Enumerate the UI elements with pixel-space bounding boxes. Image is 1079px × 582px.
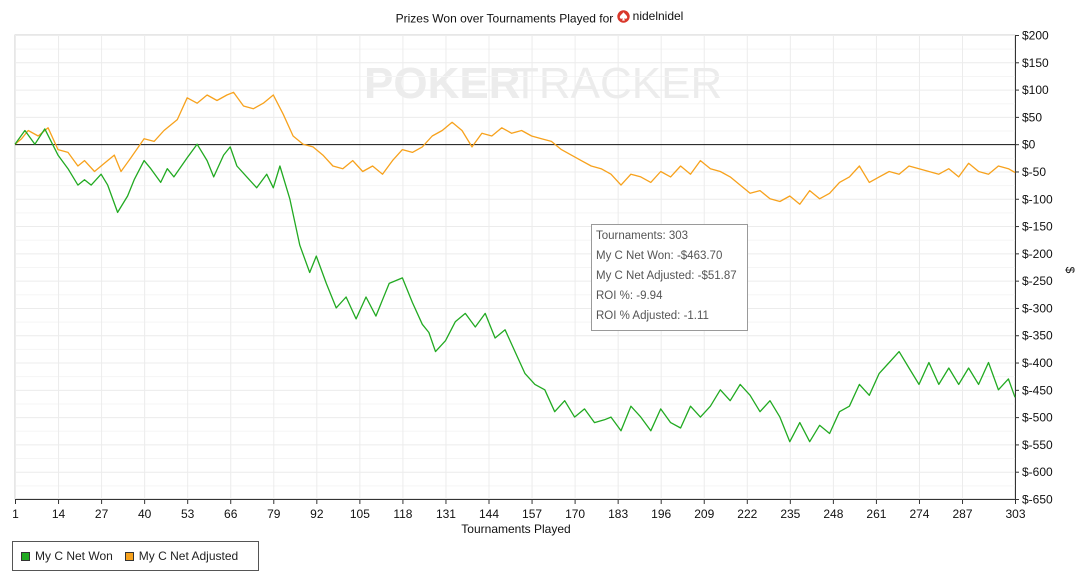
x-tick-label: 196 [651,507,671,521]
x-tick-label: 274 [909,507,929,521]
player-label[interactable]: nidelnidel [616,9,684,23]
x-tick-label: 183 [608,507,628,521]
x-tick-label: 27 [95,507,109,521]
y-tick-label: $-50 [1022,165,1046,179]
watermark-right-text: TRACKER [512,59,722,108]
x-tick-label: 79 [267,507,281,521]
x-tick-label: 222 [737,507,757,521]
tooltip-net-won: My C Net Won: -$463.70 [596,250,723,262]
y-tick-label: $-600 [1022,465,1053,479]
legend-label-net-won: My C Net Won [35,549,113,563]
chart-labels: Tournaments Played $ [461,267,1077,536]
chart-grid [14,34,1016,500]
tooltip-tournaments: Tournaments: 303 [596,230,689,242]
y-tick-label: $150 [1022,56,1049,70]
y-tick-label: $-650 [1022,493,1053,507]
y-tick-label: $-200 [1022,247,1053,261]
pokertracker-watermark: POKER TRACKER [364,59,722,108]
series-line-net-won [14,128,1016,443]
x-tick-label: 105 [350,507,370,521]
x-tick-label: 66 [224,507,238,521]
y-axis-title: $ [1063,267,1077,274]
x-tick-label: 261 [866,507,886,521]
chart-title: Prizes Won over Tournaments Played for n… [0,9,1079,26]
y-tick-label: $-150 [1022,220,1053,234]
x-tick-label: 14 [52,507,66,521]
chart-title-text: Prizes Won over Tournaments Played for [395,11,614,26]
x-axis-title: Tournaments Played [461,522,570,536]
x-tick-label: 92 [310,507,324,521]
legend-item-net-adjusted[interactable]: My C Net Adjusted [124,549,239,563]
x-tick-label: 131 [436,507,456,521]
y-tick-label: $-300 [1022,301,1053,315]
legend-item-net-won[interactable]: My C Net Won [21,549,113,563]
legend-label-net-adjusted: My C Net Adjusted [138,549,239,563]
chart-series [14,91,1016,443]
x-tick-label: 235 [780,507,800,521]
spade-icon [616,9,630,23]
y-tick-label: $-100 [1022,192,1053,206]
x-tick-label: 170 [565,507,585,521]
x-tick-label: 157 [522,507,542,521]
y-tick-label: $-350 [1022,329,1053,343]
y-tick-label: $-450 [1022,383,1053,397]
legend-swatch-net-adjusted [124,551,134,561]
watermark-left-text: POKER [364,59,520,108]
x-tick-label: 209 [694,507,714,521]
chart-legend: My C Net Won My C Net Adjusted [12,541,259,571]
y-tick-label: $-250 [1022,274,1053,288]
tooltip-roi-adjusted: ROI % Adjusted: -1.11 [596,310,709,322]
y-tick-label: $-500 [1022,411,1053,425]
player-name: nidelnidel [632,9,684,23]
y-tick-label: $100 [1022,83,1049,97]
series-line-net-adjusted [14,91,1016,205]
tooltip-net-adjusted: My C Net Adjusted: -$51.87 [596,270,737,282]
chart-axes: $200 $150 $100 $50 $0 $-50 $-100 $-150 $-200 $-25… [12,29,1053,522]
data-tooltip: Tournaments: 303 My C Net Won: -$463.70 … [591,224,748,331]
y-tick-label: $200 [1022,29,1049,43]
x-tick-label: 40 [138,507,152,521]
legend-swatch-net-won [21,551,30,561]
x-tick-label: 1 [12,507,19,521]
x-tick-label: 118 [393,507,412,521]
y-tick-label: $-550 [1022,438,1053,452]
x-tick-label: 303 [1005,507,1025,521]
x-tick-label: 287 [953,507,973,521]
y-tick-label: $-400 [1022,356,1053,370]
y-tick-label: $0 [1022,138,1036,152]
x-tick-label: 248 [823,507,843,521]
x-tick-label: 144 [479,507,499,521]
x-tick-label: 53 [181,507,195,521]
y-tick-label: $50 [1022,110,1042,124]
tooltip-roi: ROI %: -9.94 [596,290,663,302]
